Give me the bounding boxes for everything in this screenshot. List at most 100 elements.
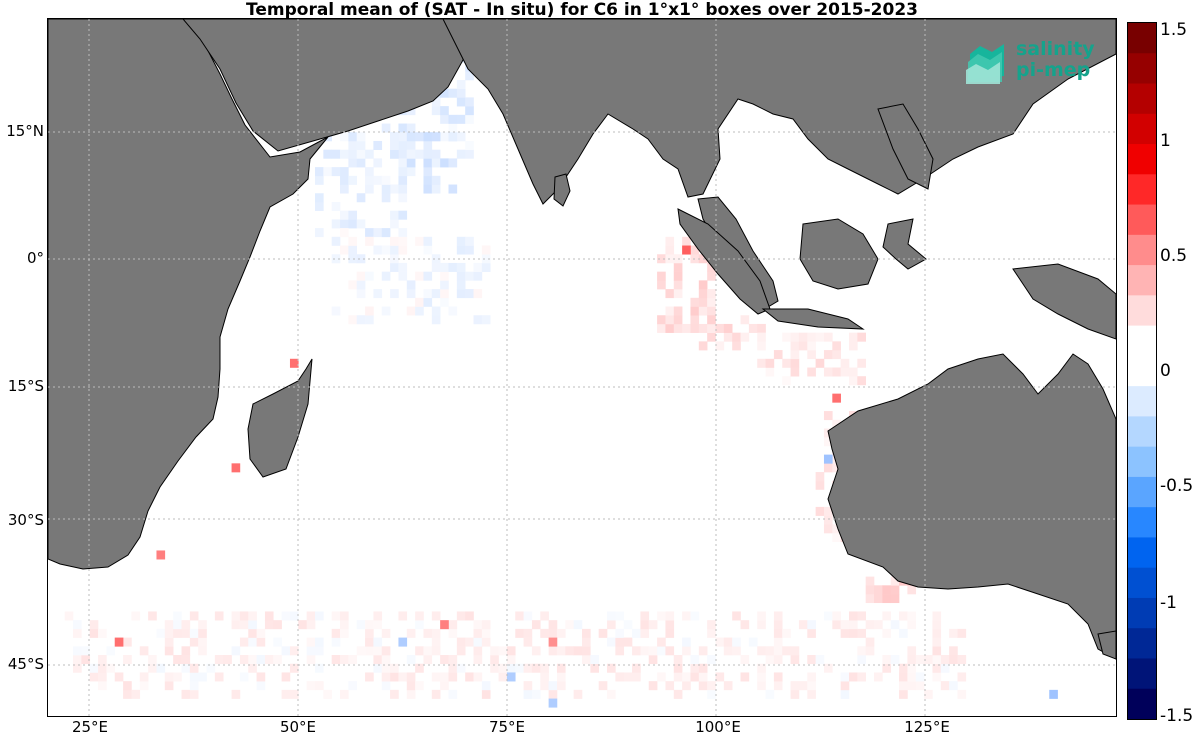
- data-cell: [398, 236, 408, 246]
- data-cell: [590, 655, 599, 665]
- data-cell: [823, 367, 833, 377]
- data-cell: [340, 245, 349, 255]
- data-cell: [523, 637, 533, 647]
- data-cell: [114, 637, 124, 647]
- data-cell: [723, 323, 733, 333]
- data-cell: [390, 140, 399, 150]
- data-cell: [440, 114, 449, 124]
- lon-tick-100e: 100°E: [695, 718, 741, 736]
- data-cell: [773, 681, 783, 691]
- colorbar-bin: [1128, 658, 1156, 690]
- data-cell: [415, 681, 424, 691]
- data-cell: [348, 210, 358, 220]
- tasmania-land: [1097, 630, 1116, 660]
- data-cell: [465, 140, 474, 150]
- data-cell: [423, 149, 433, 159]
- data-cell: [365, 646, 374, 656]
- data-cell: [248, 663, 257, 673]
- data-cell: [448, 123, 458, 133]
- data-cell: [431, 184, 441, 194]
- colorbar-bin: [1128, 23, 1156, 54]
- data-cell: [857, 358, 866, 368]
- data-cell: [957, 672, 967, 682]
- data-cell: [907, 585, 917, 595]
- data-cell: [523, 663, 533, 673]
- data-cell: [456, 132, 466, 142]
- data-cell: [949, 655, 958, 665]
- data-cell: [673, 289, 683, 299]
- madagascar-land: [247, 358, 313, 478]
- data-cell: [456, 663, 466, 673]
- data-cell: [164, 646, 174, 656]
- data-cell: [815, 506, 825, 516]
- data-cell: [757, 611, 766, 621]
- data-cell: [189, 628, 199, 638]
- data-cell: [390, 236, 399, 246]
- data-cell: [64, 611, 74, 621]
- data-cell: [406, 167, 416, 177]
- data-cell: [381, 655, 391, 665]
- colorbar-bin: [1128, 567, 1156, 599]
- data-cell: [106, 646, 116, 656]
- data-cell: [857, 376, 866, 386]
- data-cell: [849, 341, 858, 351]
- data-cell: [164, 620, 174, 630]
- data-cell: [406, 689, 416, 699]
- data-cell: [690, 663, 700, 673]
- data-cell: [231, 646, 241, 656]
- colorbar-bin: [1128, 507, 1156, 538]
- data-cell: [473, 646, 483, 656]
- data-cell: [865, 585, 875, 595]
- data-cell: [823, 437, 833, 447]
- data-cell: [940, 663, 950, 673]
- colorbar-tick-neg-0-5: -0.5: [1160, 476, 1194, 496]
- data-cell: [682, 672, 691, 682]
- data-cell: [815, 655, 825, 665]
- data-cell: [214, 655, 224, 665]
- data-cell: [398, 611, 408, 621]
- data-cell: [523, 611, 533, 621]
- data-cell: [515, 663, 524, 673]
- data-cell: [698, 646, 708, 656]
- data-cell: [490, 655, 499, 665]
- colorbar: [1127, 22, 1157, 720]
- data-cell: [264, 611, 274, 621]
- data-cell: [957, 628, 967, 638]
- data-cell: [932, 655, 942, 665]
- data-cell: [431, 262, 441, 272]
- data-cell: [690, 315, 700, 325]
- data-cell: [423, 297, 433, 307]
- data-cell: [398, 123, 408, 133]
- data-cell: [306, 637, 316, 647]
- data-cell: [398, 262, 408, 272]
- africa-land: [48, 19, 329, 570]
- data-cell: [523, 689, 533, 699]
- data-cell: [899, 628, 908, 638]
- data-cell: [448, 262, 458, 272]
- data-cell: [807, 620, 816, 630]
- data-cell: [148, 655, 157, 665]
- data-cell: [340, 228, 349, 238]
- data-cell: [857, 672, 866, 682]
- data-cell: [98, 681, 107, 691]
- data-cell: [815, 472, 825, 482]
- data-cell: [306, 655, 316, 665]
- data-cell: [390, 219, 399, 229]
- data-cell: [198, 620, 207, 630]
- data-cell: [156, 628, 166, 638]
- data-cell: [239, 611, 249, 621]
- data-cell: [707, 297, 716, 307]
- data-cell: [832, 393, 841, 403]
- data-cell: [665, 611, 675, 621]
- data-cell: [365, 315, 374, 325]
- data-cell: [231, 611, 241, 621]
- data-cell: [356, 219, 366, 229]
- data-cell: [506, 655, 516, 665]
- data-cell: [390, 663, 399, 673]
- data-cell: [782, 376, 791, 386]
- data-cell: [398, 228, 408, 238]
- data-cell: [206, 663, 216, 673]
- data-cell: [289, 611, 299, 621]
- data-cell: [682, 611, 691, 621]
- data-cell: [773, 655, 783, 665]
